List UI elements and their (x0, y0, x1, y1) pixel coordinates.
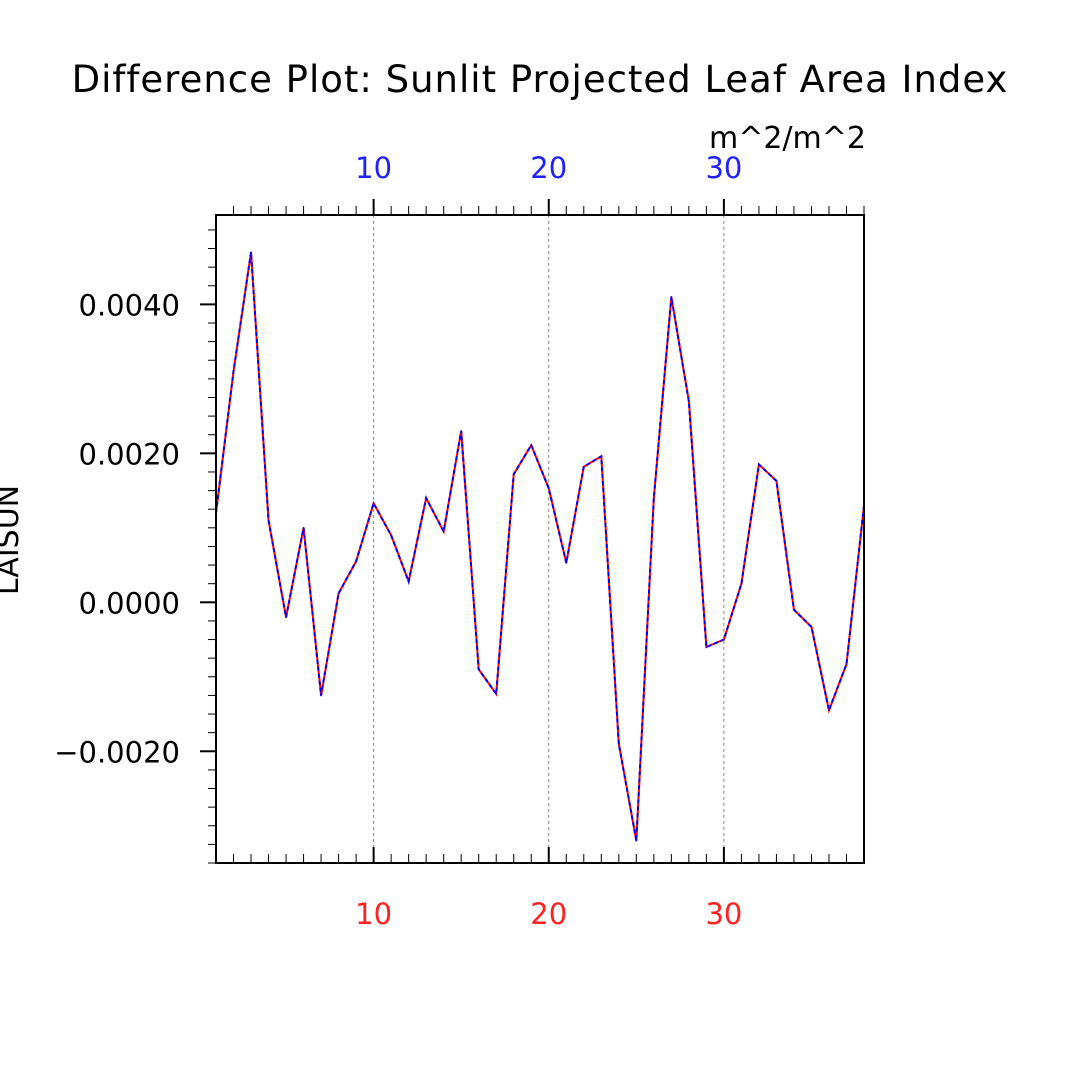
series-point (425, 497, 427, 499)
series-point (355, 560, 357, 563)
y-tick-label: 0.0020 (79, 437, 180, 471)
x-tick-label-bottom: 10 (355, 897, 392, 931)
series-lines (215, 251, 865, 842)
series-point (653, 497, 655, 499)
series-point (618, 743, 620, 745)
x-tick-label-top: 10 (355, 151, 392, 185)
series-point (267, 519, 270, 522)
series-point (442, 530, 445, 533)
series-point (582, 465, 585, 468)
series-point (495, 693, 498, 695)
grid-lines (373, 215, 725, 863)
x-tick-label-top: 30 (705, 151, 742, 185)
series-point (232, 370, 235, 373)
series-point (723, 638, 725, 641)
series-point (460, 430, 462, 432)
series-point (250, 251, 252, 254)
series-point (635, 839, 638, 842)
series-point (793, 608, 795, 611)
series-point (810, 626, 813, 628)
series-point (530, 444, 533, 446)
plot-frame (215, 214, 865, 864)
series-point (320, 694, 322, 697)
y-axis-label: LAISUN (0, 485, 26, 595)
units-label: m^2/m^2 (709, 121, 866, 156)
series-point (372, 502, 375, 505)
series-point (512, 473, 515, 476)
y-tick-label: 0.0000 (79, 586, 180, 620)
series-point (775, 480, 778, 482)
x-tick-label-bottom: 20 (530, 897, 567, 931)
series-point (477, 668, 480, 671)
series-point (547, 487, 550, 490)
y-tick-label: 0.0040 (79, 288, 180, 322)
series-point (565, 562, 568, 564)
series-point (670, 296, 673, 298)
series-line-2 (215, 252, 865, 841)
series-point (407, 580, 410, 583)
series-point (302, 527, 305, 529)
y-tick-label: −0.0020 (54, 735, 180, 769)
x-tick-label-top: 20 (530, 151, 567, 185)
tick-labels: 10 10 20 20 30 30 0.0040 0.0020 0.0000 −0.0020 (54, 151, 742, 931)
series-point (705, 646, 708, 648)
axis-ticks (200, 199, 865, 864)
chart-title: Difference Plot: Sunlit Projected Leaf A… (72, 58, 1009, 101)
series-point (828, 709, 830, 712)
series-point (390, 534, 392, 537)
series-point (337, 592, 340, 595)
series-point (758, 463, 760, 466)
series-point (688, 400, 690, 403)
series-point (600, 455, 603, 458)
series-point (740, 582, 743, 585)
series-point (845, 663, 848, 665)
series-point (285, 616, 287, 619)
x-tick-label-bottom: 30 (705, 897, 742, 931)
